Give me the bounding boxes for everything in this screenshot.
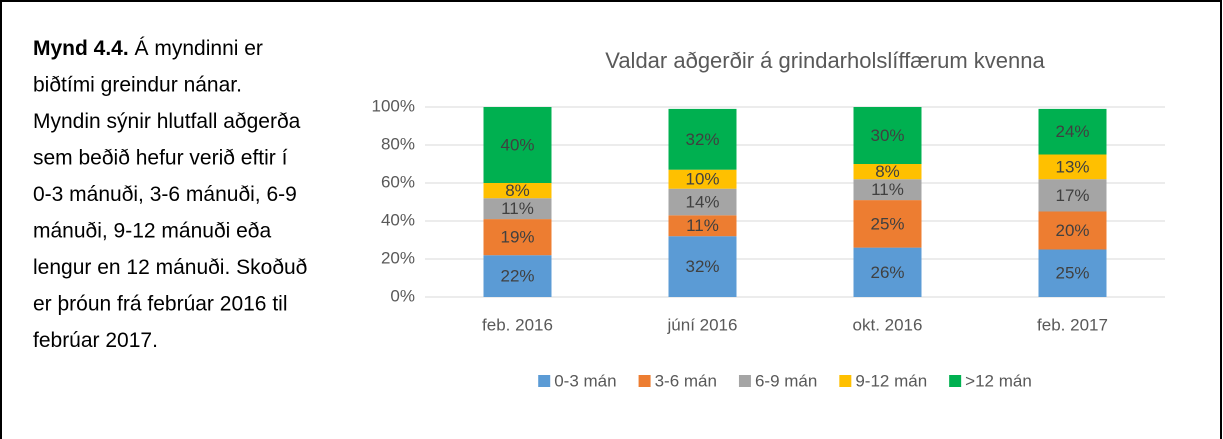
caption-line: Myndin sýnir hlutfall aðgerða <box>33 110 301 133</box>
legend-swatch <box>638 375 651 387</box>
y-tick-label: 60% <box>381 172 415 191</box>
chart-title: Valdar aðgerðir á grindarholslíffærum kv… <box>605 48 1045 73</box>
bar-segment <box>668 215 737 237</box>
legend-swatch <box>949 375 962 387</box>
bar-segment <box>853 179 922 201</box>
bar-segment <box>853 164 922 180</box>
y-tick-label: 100% <box>372 96 415 115</box>
legend-label: 6-9 mán <box>755 371 817 390</box>
value-label: 17% <box>1055 186 1089 205</box>
caption-line: mánuði, 9-12 mánuði eða <box>33 220 271 243</box>
value-label: 8% <box>875 162 900 181</box>
legend-item: >12 mán <box>949 371 1032 390</box>
x-tick-label: júní 2016 <box>667 315 738 334</box>
legend-swatch <box>738 375 751 387</box>
legend-label: 9-12 mán <box>855 371 927 390</box>
x-tick-label: okt. 2016 <box>853 315 923 334</box>
legend-label: 3-6 mán <box>655 371 717 390</box>
value-label: 30% <box>870 126 904 145</box>
bar-segment <box>668 108 737 170</box>
bar-segment <box>483 183 552 199</box>
bar-segment <box>1038 249 1107 297</box>
x-tick-label: feb. 2016 <box>482 315 553 334</box>
caption-line: lengur en 12 mánuði. Skoðuð <box>33 256 307 279</box>
value-label: 20% <box>1055 221 1089 240</box>
bar-segment <box>483 198 552 220</box>
value-label: 11% <box>686 216 719 235</box>
value-label: 24% <box>1055 122 1089 141</box>
caption-line: biðtími greindur nánar. <box>33 74 242 97</box>
value-label: 14% <box>685 192 719 211</box>
legend-swatch <box>839 375 852 387</box>
caption-line: er þróun frá febrúar 2016 til <box>33 293 287 316</box>
value-label: 8% <box>505 181 530 200</box>
value-label: 11% <box>501 199 534 218</box>
value-label: 13% <box>1055 157 1089 176</box>
caption-line: febrúar 2017. <box>33 329 158 352</box>
caption-line: sem beðið hefur verið eftir í <box>33 147 288 170</box>
y-tick-label: 20% <box>381 248 415 267</box>
bar-segment <box>668 236 737 297</box>
bar-segment <box>483 107 552 183</box>
value-label: 26% <box>870 263 904 282</box>
legend-label: >12 mán <box>965 371 1032 390</box>
value-label: 11% <box>871 180 904 199</box>
bar-segment <box>668 169 737 189</box>
bar-segment <box>668 188 737 216</box>
y-tick-label: 80% <box>381 134 415 153</box>
bar-segment <box>853 107 922 164</box>
y-tick-label: 0% <box>390 286 415 305</box>
bar-segment <box>483 219 552 256</box>
bar-segment <box>853 200 922 248</box>
bar-segment <box>1038 108 1107 155</box>
value-label: 25% <box>1055 264 1089 283</box>
legend-label: 0-3 mán <box>554 371 616 390</box>
legend-item: 0-3 mán <box>538 371 617 390</box>
bar-segment <box>1038 211 1107 250</box>
caption-line: 0-3 mánuði, 3-6 mánuði, 6-9 <box>33 183 297 206</box>
bar-segment <box>483 255 552 297</box>
x-tick-label: feb. 2017 <box>1037 315 1108 334</box>
legend-item: 3-6 mán <box>638 371 717 390</box>
caption-label: Mynd 4.4. <box>33 37 129 60</box>
value-label: 22% <box>500 267 534 286</box>
legend-item: 9-12 mán <box>839 371 927 390</box>
value-label: 25% <box>870 214 904 233</box>
caption-line: Mynd 4.4. Á myndinni er <box>33 37 263 60</box>
caption-text: Á myndinni er <box>129 37 263 60</box>
bar-segment <box>1038 154 1107 180</box>
value-label: 10% <box>685 170 719 189</box>
value-label: 32% <box>685 257 719 276</box>
legend-item: 6-9 mán <box>738 371 817 390</box>
bar-segment <box>853 247 922 297</box>
bar-segment <box>1038 179 1107 212</box>
value-label: 40% <box>500 135 534 154</box>
value-label: 32% <box>685 130 719 149</box>
legend-swatch <box>538 375 551 387</box>
y-tick-label: 40% <box>381 210 415 229</box>
value-label: 19% <box>500 228 534 247</box>
